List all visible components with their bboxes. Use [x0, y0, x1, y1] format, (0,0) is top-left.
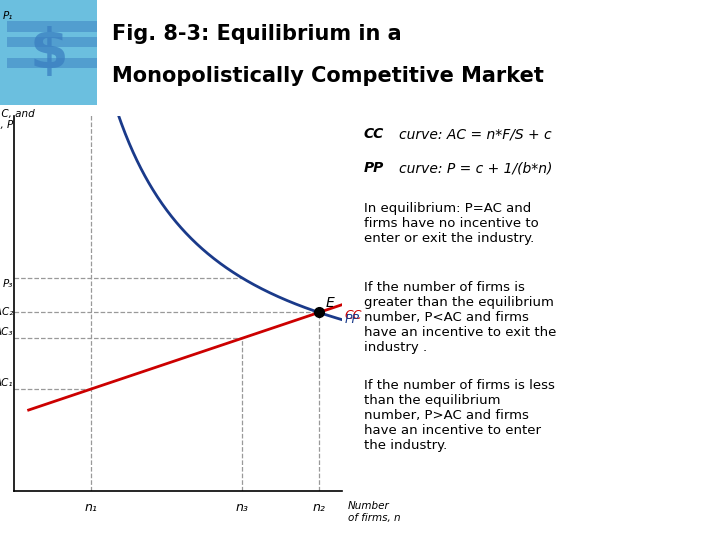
Text: CC: CC — [364, 127, 384, 141]
Text: n₂: n₂ — [312, 501, 325, 514]
Text: PP: PP — [364, 161, 384, 175]
Text: 8-15: 8-15 — [684, 516, 709, 526]
Text: curve: P = c + 1/(b*n): curve: P = c + 1/(b*n) — [399, 161, 552, 175]
Bar — [7, 58, 97, 69]
Text: P₂, AC₂: P₂, AC₂ — [0, 307, 13, 318]
Text: Number
of firms, n: Number of firms, n — [348, 501, 400, 523]
Text: Fig. 8-3: Equilibrium in a: Fig. 8-3: Equilibrium in a — [112, 24, 401, 44]
Text: CC: CC — [345, 308, 362, 321]
Text: n₁: n₁ — [85, 501, 98, 514]
Text: Monopolistically Competitive Market: Monopolistically Competitive Market — [112, 66, 544, 86]
Text: Cost C, and
Price, P: Cost C, and Price, P — [0, 109, 35, 130]
Text: P₃: P₃ — [3, 279, 13, 289]
Text: E: E — [326, 296, 335, 310]
Text: AC₃: AC₃ — [0, 327, 13, 336]
Text: If the number of firms is less
than the equilibrium
number, P>AC and firms
have : If the number of firms is less than the … — [364, 379, 554, 452]
Bar — [0, 0, 97, 105]
Text: $: $ — [30, 25, 68, 79]
Text: AC₁: AC₁ — [0, 378, 13, 388]
Text: Copyright ©2015 Pearson Education, Inc.  All rights reserved.: Copyright ©2015 Pearson Education, Inc. … — [11, 516, 313, 526]
Text: n₃: n₃ — [236, 501, 248, 514]
Text: P₁: P₁ — [3, 11, 13, 21]
Bar — [7, 37, 97, 48]
Text: curve: AC = n*F/S + c: curve: AC = n*F/S + c — [399, 127, 551, 141]
Text: PP: PP — [345, 313, 360, 326]
Text: In equilibrium: P=AC and
firms have no incentive to
enter or exit the industry.: In equilibrium: P=AC and firms have no i… — [364, 202, 539, 245]
Bar — [7, 21, 97, 31]
Text: If the number of firms is
greater than the equilibrium
number, P<AC and firms
ha: If the number of firms is greater than t… — [364, 281, 556, 354]
